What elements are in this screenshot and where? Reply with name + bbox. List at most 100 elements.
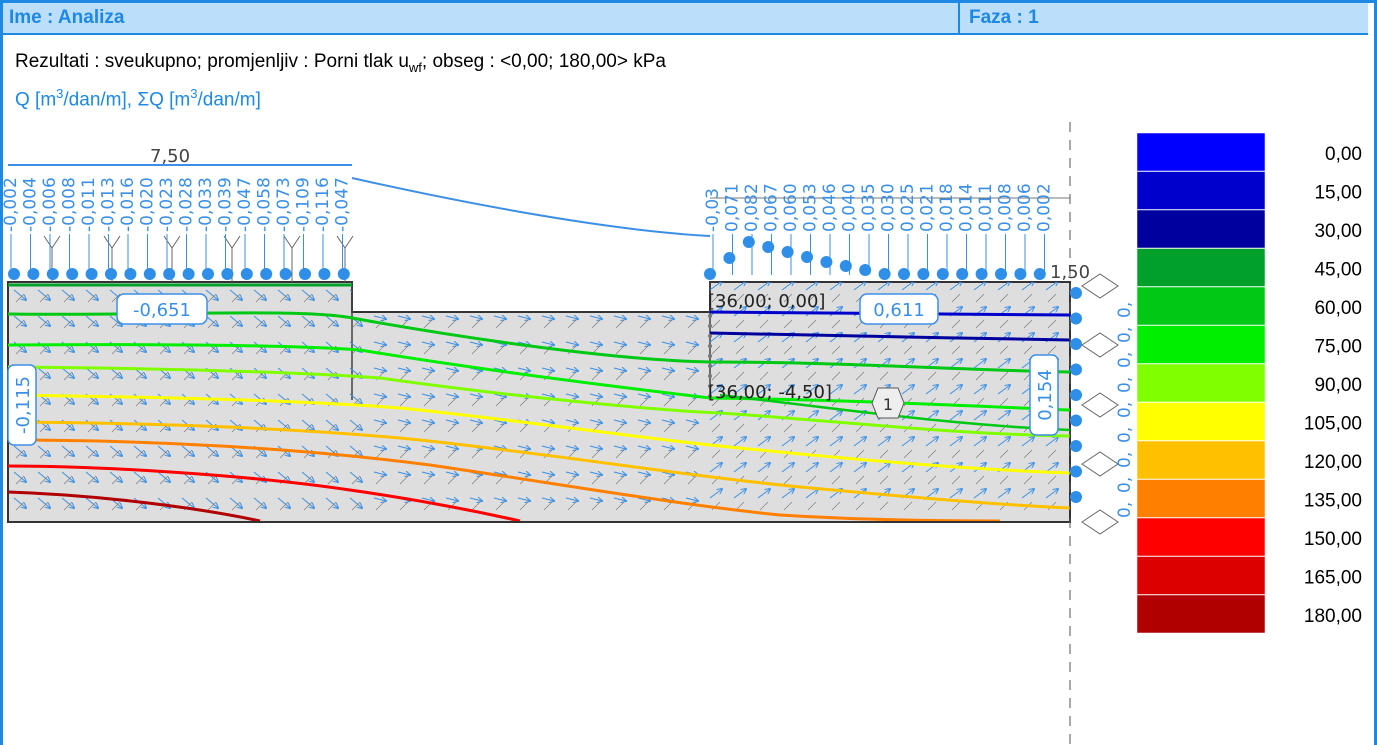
- hatch-line: [15, 501, 25, 511]
- flow-vector: [37, 497, 50, 508]
- legend-value: 165,00: [1304, 568, 1362, 589]
- flow-vector: [253, 289, 266, 300]
- hatch-line: [327, 293, 337, 303]
- flow-vector: [997, 385, 1010, 395]
- hatch-line: [39, 501, 49, 511]
- hatch-line: [591, 293, 601, 303]
- sigma-q-label-2: /dan/m]: [197, 89, 261, 111]
- flow-vector: [277, 497, 290, 508]
- node-dot: [221, 268, 234, 280]
- hatch-line: [87, 501, 97, 511]
- hatch-line: [1047, 475, 1057, 485]
- hatch-line: [615, 319, 625, 329]
- flow-vector: [541, 342, 554, 345]
- inflow-value: -0,013: [99, 177, 119, 232]
- results-description: Rezultati : sveukupno; promjenljiv : Por…: [15, 51, 666, 75]
- node-dot: [708, 384, 712, 388]
- flow-vector: [301, 471, 314, 482]
- hatch-line: [471, 319, 481, 329]
- node-dot: [708, 354, 712, 358]
- node-dot: [124, 268, 137, 280]
- flow-vector: [445, 368, 458, 371]
- inflow-value: -0,03: [703, 188, 723, 232]
- flow-vector: [61, 367, 74, 378]
- hatch-line: [63, 423, 73, 433]
- node-dot: [46, 268, 59, 280]
- hatch-line: [663, 397, 673, 407]
- flow-vector: [997, 359, 1010, 369]
- flow-vector: [637, 290, 650, 293]
- contour-180: [7, 490, 261, 523]
- hatch-line: [879, 371, 889, 381]
- node-dot: [66, 268, 79, 280]
- flow-vector: [949, 411, 962, 421]
- flow-vector: [229, 315, 242, 326]
- flow-vector: [997, 282, 1010, 291]
- hatch-line: [375, 475, 385, 485]
- hatch-line: [447, 423, 457, 433]
- inflow-value: -0,028: [177, 177, 197, 232]
- edge-value: 0,: [1115, 452, 1135, 468]
- flow-vector: [301, 289, 314, 300]
- flow-vector: [781, 385, 794, 395]
- flow-vector: [949, 282, 962, 291]
- hatch-line: [687, 371, 697, 381]
- hatch-line: [519, 319, 529, 329]
- hatch-line: [783, 293, 793, 303]
- flow-vector: [373, 498, 386, 501]
- flow-vector: [349, 419, 362, 430]
- hatch-line: [39, 449, 49, 459]
- hatch-line: [591, 371, 601, 381]
- hatch-line: [783, 345, 793, 355]
- flow-vector: [445, 342, 458, 345]
- flow-vector: [829, 463, 842, 473]
- hatch-line: [279, 293, 289, 303]
- hatch-line: [471, 475, 481, 485]
- q-label-2: /dan/m],: [63, 89, 138, 111]
- node-dot: [1070, 287, 1082, 299]
- hatch-line: [807, 371, 817, 381]
- flow-vector: [877, 463, 890, 473]
- hatch-line: [903, 501, 913, 511]
- flow-vector: [877, 437, 890, 447]
- hatch-line: [951, 449, 961, 459]
- flow-vector: [709, 282, 722, 291]
- sum-value-top-right: 0,611: [873, 300, 925, 321]
- flow-vector: [37, 367, 50, 378]
- flow-units-label: Q [m3/dan/m], ΣQ [m3/dan/m]: [15, 86, 261, 111]
- inflow-value: 0,008: [996, 183, 1016, 232]
- hatch-line: [807, 501, 817, 511]
- node-dot: [1070, 363, 1082, 376]
- hatch-line: [735, 449, 745, 459]
- hatch-line: [231, 293, 241, 303]
- hatch-line: [831, 293, 841, 303]
- legend-swatch: [1136, 479, 1266, 518]
- hatch-line: [711, 423, 721, 433]
- flow-vector: [445, 290, 458, 293]
- flow-vector: [493, 290, 506, 293]
- node-dot: [742, 236, 755, 248]
- flow-vector: [973, 385, 986, 395]
- hatch-line: [231, 449, 241, 459]
- hatch-line: [663, 371, 673, 381]
- flow-vector: [277, 419, 290, 430]
- flow-vector: [133, 393, 146, 404]
- flow-vector: [301, 315, 314, 326]
- legend-swatch: [1136, 402, 1266, 441]
- flow-vector: [1045, 489, 1058, 499]
- hatch-line: [687, 319, 697, 329]
- hatch-line: [855, 475, 865, 485]
- hatch-line: [759, 319, 769, 329]
- hatch-line: [711, 319, 721, 329]
- inflow-value: -0,047: [235, 177, 255, 232]
- hatch-line: [327, 319, 337, 329]
- hatch-line: [831, 423, 841, 433]
- flow-vector: [37, 289, 50, 300]
- flow-vector: [541, 498, 554, 501]
- hatch-line: [711, 449, 721, 459]
- hatch-line: [207, 475, 217, 485]
- hatch-line: [1023, 293, 1033, 303]
- flow-vector: [373, 394, 386, 397]
- inflow-value: 0,025: [898, 183, 918, 232]
